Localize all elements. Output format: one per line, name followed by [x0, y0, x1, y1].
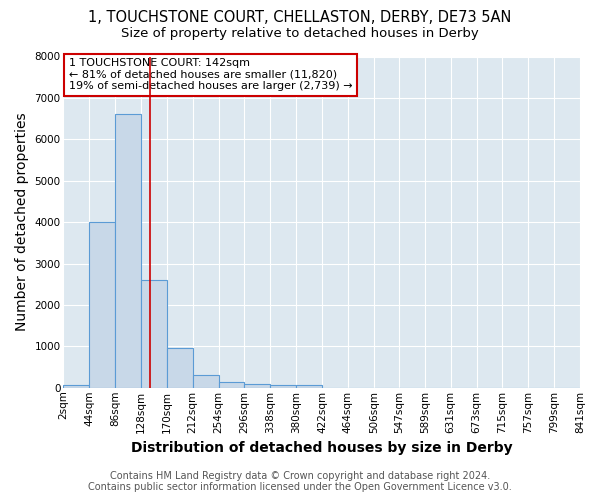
Bar	[271, 386, 296, 388]
Text: Size of property relative to detached houses in Derby: Size of property relative to detached ho…	[121, 28, 479, 40]
Bar	[218, 382, 244, 388]
Bar	[115, 114, 141, 388]
Bar	[89, 222, 115, 388]
Bar	[244, 384, 271, 388]
X-axis label: Distribution of detached houses by size in Derby: Distribution of detached houses by size …	[131, 441, 512, 455]
Bar	[296, 386, 322, 388]
Bar	[193, 374, 218, 388]
Y-axis label: Number of detached properties: Number of detached properties	[15, 113, 29, 332]
Bar	[64, 385, 89, 388]
Text: 1, TOUCHSTONE COURT, CHELLASTON, DERBY, DE73 5AN: 1, TOUCHSTONE COURT, CHELLASTON, DERBY, …	[88, 10, 512, 25]
Bar	[167, 348, 193, 388]
Text: 1 TOUCHSTONE COURT: 142sqm
← 81% of detached houses are smaller (11,820)
19% of : 1 TOUCHSTONE COURT: 142sqm ← 81% of deta…	[68, 58, 352, 92]
Bar	[141, 280, 167, 388]
Text: Contains HM Land Registry data © Crown copyright and database right 2024.
Contai: Contains HM Land Registry data © Crown c…	[88, 471, 512, 492]
